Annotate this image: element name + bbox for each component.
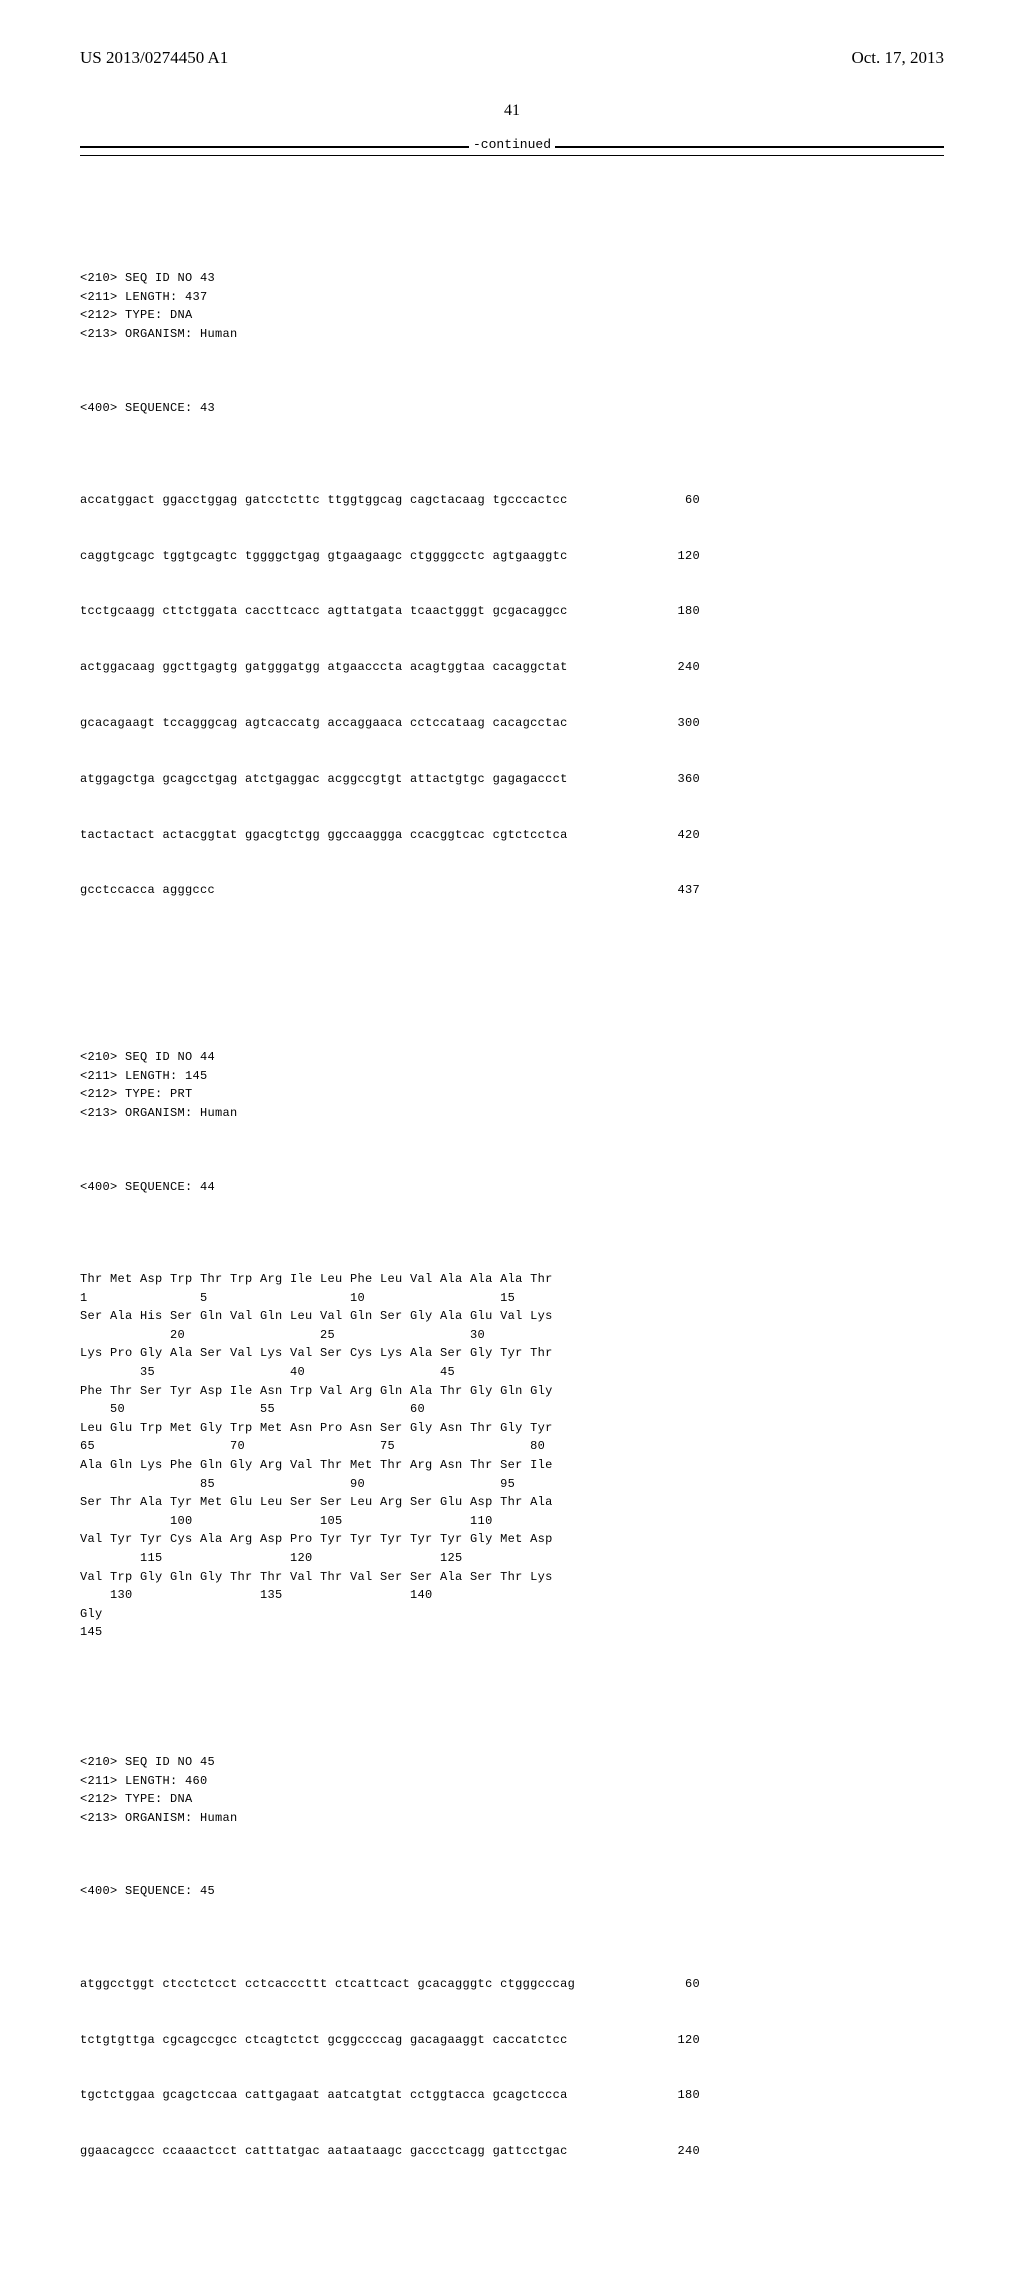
prot-row: Ser Ala His Ser Gln Val Gln Leu Val Gln … xyxy=(80,1307,680,1326)
seq-meta-line: <213> ORGANISM: Human xyxy=(80,1811,238,1825)
seq44-body: Thr Met Asp Trp Thr Trp Arg Ile Leu Phe … xyxy=(80,1270,944,1642)
nuc-seq: actggacaag ggcttgagtg gatgggatgg atgaacc… xyxy=(80,658,640,677)
nuc-row: tctgtgttga cgcagccgcc ctcagtctct gcggccc… xyxy=(80,2031,700,2050)
prot-row: 50 55 60 xyxy=(80,1400,680,1419)
seq-meta-line: <211> LENGTH: 145 xyxy=(80,1069,208,1083)
continued-label: -continued xyxy=(80,137,944,152)
seq43-meta: <210> SEQ ID NO 43 <211> LENGTH: 437 <21… xyxy=(80,250,944,343)
publication-number: US 2013/0274450 A1 xyxy=(80,48,228,68)
nuc-pos: 240 xyxy=(656,2142,700,2161)
nuc-seq: gcctccacca agggccc xyxy=(80,881,640,900)
nuc-pos: 437 xyxy=(656,881,700,900)
prot-row: Val Tyr Tyr Cys Ala Arg Asp Pro Tyr Tyr … xyxy=(80,1530,680,1549)
seq44-header: <400> SEQUENCE: 44 xyxy=(80,1178,944,1197)
prot-row: 35 40 45 xyxy=(80,1363,680,1382)
publication-date: Oct. 17, 2013 xyxy=(851,48,944,68)
nuc-pos: 60 xyxy=(656,491,700,510)
prot-row: Ser Thr Ala Tyr Met Glu Leu Ser Ser Leu … xyxy=(80,1493,680,1512)
prot-row: Thr Met Asp Trp Thr Trp Arg Ile Leu Phe … xyxy=(80,1270,680,1289)
nuc-pos: 120 xyxy=(656,547,700,566)
nuc-seq: tcctgcaagg cttctggata caccttcacc agttatg… xyxy=(80,602,640,621)
seq44-meta: <210> SEQ ID NO 44 <211> LENGTH: 145 <21… xyxy=(80,1030,944,1123)
seq-meta-line: <210> SEQ ID NO 44 xyxy=(80,1050,215,1064)
prot-row: Gly xyxy=(80,1605,680,1624)
sequence-listing: <210> SEQ ID NO 43 <211> LENGTH: 437 <21… xyxy=(80,176,944,2272)
prot-row: 20 25 30 xyxy=(80,1326,680,1345)
nuc-seq: gcacagaagt tccagggcag agtcaccatg accagga… xyxy=(80,714,640,733)
prot-row: Leu Glu Trp Met Gly Trp Met Asn Pro Asn … xyxy=(80,1419,680,1438)
seq-header-line: <400> SEQUENCE: 44 xyxy=(80,1180,215,1194)
seq43-header: <400> SEQUENCE: 43 xyxy=(80,399,944,418)
nuc-seq: ggaacagccc ccaaactcct catttatgac aataata… xyxy=(80,2142,640,2161)
nuc-row: tgctctggaa gcagctccaa cattgagaat aatcatg… xyxy=(80,2086,700,2105)
nuc-row: caggtgcagc tggtgcagtc tggggctgag gtgaaga… xyxy=(80,547,700,566)
nuc-seq: accatggact ggacctggag gatcctcttc ttggtgg… xyxy=(80,491,640,510)
seq-meta-line: <212> TYPE: DNA xyxy=(80,308,193,322)
nuc-seq: atggagctga gcagcctgag atctgaggac acggccg… xyxy=(80,770,640,789)
seq-header-line: <400> SEQUENCE: 43 xyxy=(80,401,215,415)
page-number: 41 xyxy=(80,102,944,120)
nuc-seq: atggcctggt ctcctctcct cctcacccttt ctcatt… xyxy=(80,1975,640,1994)
prot-row: 65 70 75 80 xyxy=(80,1437,680,1456)
nuc-row: tactactact actacggtat ggacgtctgg ggccaag… xyxy=(80,826,700,845)
prot-row: 145 xyxy=(80,1623,680,1642)
nuc-row: gcctccacca agggccc 437 xyxy=(80,881,700,900)
seq-meta-line: <211> LENGTH: 460 xyxy=(80,1774,208,1788)
seq-header-line: <400> SEQUENCE: 45 xyxy=(80,1884,215,1898)
nuc-seq: caggtgcagc tggtgcagtc tggggctgag gtgaaga… xyxy=(80,547,640,566)
seq43-body: accatggact ggacctggag gatcctcttc ttggtgg… xyxy=(80,491,944,937)
nuc-row: actggacaag ggcttgagtg gatgggatgg atgaacc… xyxy=(80,658,700,677)
seq45-header: <400> SEQUENCE: 45 xyxy=(80,1882,944,1901)
seq45-body: atggcctggt ctcctctcct cctcacccttt ctcatt… xyxy=(80,1975,944,2198)
nuc-pos: 60 xyxy=(656,1975,700,1994)
prot-row: 100 105 110 xyxy=(80,1512,680,1531)
nuc-row: tcctgcaagg cttctggata caccttcacc agttatg… xyxy=(80,602,700,621)
seq-meta-line: <213> ORGANISM: Human xyxy=(80,1106,238,1120)
seq-meta-line: <210> SEQ ID NO 43 xyxy=(80,271,215,285)
nuc-row: gcacagaagt tccagggcag agtcaccatg accagga… xyxy=(80,714,700,733)
seq45-meta: <210> SEQ ID NO 45 <211> LENGTH: 460 <21… xyxy=(80,1734,944,1827)
seq-meta-line: <210> SEQ ID NO 45 xyxy=(80,1755,215,1769)
divider-bottom xyxy=(80,155,944,156)
seq-meta-line: <213> ORGANISM: Human xyxy=(80,327,238,341)
nuc-row: atggcctggt ctcctctcct cctcacccttt ctcatt… xyxy=(80,1975,700,1994)
nuc-row: accatggact ggacctggag gatcctcttc ttggtgg… xyxy=(80,491,700,510)
prot-row: Ala Gln Lys Phe Gln Gly Arg Val Thr Met … xyxy=(80,1456,680,1475)
prot-row: 85 90 95 xyxy=(80,1475,680,1494)
nuc-pos: 180 xyxy=(656,602,700,621)
seq-meta-line: <212> TYPE: DNA xyxy=(80,1792,193,1806)
nuc-seq: tgctctggaa gcagctccaa cattgagaat aatcatg… xyxy=(80,2086,640,2105)
nuc-pos: 180 xyxy=(656,2086,700,2105)
nuc-seq: tactactact actacggtat ggacgtctgg ggccaag… xyxy=(80,826,640,845)
nuc-pos: 120 xyxy=(656,2031,700,2050)
prot-row: Phe Thr Ser Tyr Asp Ile Asn Trp Val Arg … xyxy=(80,1382,680,1401)
continued-divider: -continued xyxy=(80,146,944,156)
prot-row: 115 120 125 xyxy=(80,1549,680,1568)
prot-row: Val Trp Gly Gln Gly Thr Thr Val Thr Val … xyxy=(80,1568,680,1587)
page-header: US 2013/0274450 A1 Oct. 17, 2013 xyxy=(80,48,944,68)
nuc-pos: 420 xyxy=(656,826,700,845)
patent-page: US 2013/0274450 A1 Oct. 17, 2013 41 -con… xyxy=(0,0,1024,1320)
prot-row: Lys Pro Gly Ala Ser Val Lys Val Ser Cys … xyxy=(80,1344,680,1363)
nuc-row: ggaacagccc ccaaactcct catttatgac aataata… xyxy=(80,2142,700,2161)
nuc-pos: 240 xyxy=(656,658,700,677)
nuc-seq: tctgtgttga cgcagccgcc ctcagtctct gcggccc… xyxy=(80,2031,640,2050)
nuc-pos: 360 xyxy=(656,770,700,789)
prot-row: 130 135 140 xyxy=(80,1586,680,1605)
nuc-row: atggagctga gcagcctgag atctgaggac acggccg… xyxy=(80,770,700,789)
seq-meta-line: <211> LENGTH: 437 xyxy=(80,290,208,304)
nuc-pos: 300 xyxy=(656,714,700,733)
seq-meta-line: <212> TYPE: PRT xyxy=(80,1087,193,1101)
prot-row: 1 5 10 15 xyxy=(80,1289,680,1308)
